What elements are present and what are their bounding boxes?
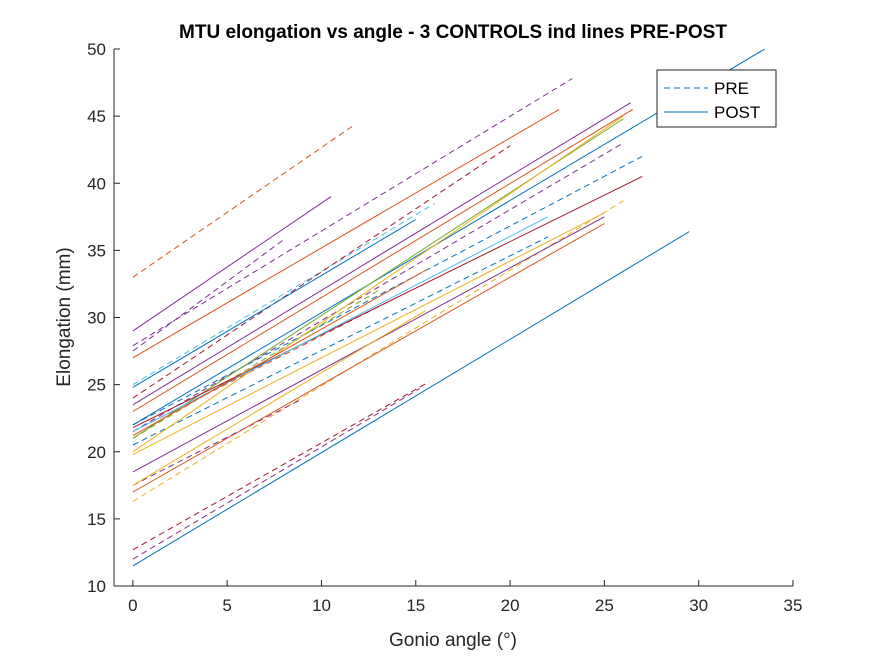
y-tick-label: 15 [87, 510, 106, 529]
x-tick-label: 30 [689, 596, 708, 615]
y-tick-label: 20 [87, 443, 106, 462]
y-tick-label: 10 [87, 577, 106, 596]
series-line-dashed-12 [132, 381, 430, 551]
series-line-dashed-1 [132, 78, 573, 347]
series-line-dashed-3 [132, 202, 435, 386]
x-tick-label: 5 [222, 596, 231, 615]
x-tick-label: 10 [312, 596, 331, 615]
y-tick-label: 25 [87, 376, 106, 395]
series-line-solid-29 [132, 231, 690, 567]
legend-label-post: POST [714, 103, 760, 122]
y-tick-label: 35 [87, 241, 106, 260]
series-line-dashed-11 [132, 400, 300, 486]
series-line-dashed-2 [132, 239, 285, 352]
series-line-dashed-0 [132, 125, 354, 278]
series-line-dashed-7 [132, 290, 379, 439]
chart-title: MTU elongation vs angle - 3 CONTROLS ind… [179, 22, 727, 43]
series-line-solid-19 [132, 108, 633, 412]
series-line-solid-16 [132, 102, 632, 406]
series-line-solid-27 [132, 223, 605, 493]
x-tick-label: 15 [406, 596, 425, 615]
x-axis-label: Gonio angle (°) [389, 630, 517, 651]
series-line-solid-24 [132, 270, 426, 437]
y-ticks: 10 15 20 25 30 35 40 45 50 [87, 40, 120, 596]
legend-label-pre: PRE [714, 79, 749, 98]
x-tick-label: 35 [784, 596, 803, 615]
plot-area [114, 49, 793, 586]
x-ticks: 0 5 10 15 20 25 30 35 [128, 580, 802, 615]
series-line-dashed-6 [132, 142, 624, 433]
legend: PRE POST [656, 69, 777, 128]
y-tick-label: 50 [87, 40, 106, 59]
y-tick-label: 40 [87, 174, 106, 193]
series-line-solid-15 [132, 108, 560, 359]
y-axis-label: Elongation (mm) [54, 247, 75, 386]
series-line-dashed-10 [132, 200, 624, 502]
series-line-dashed-5 [132, 155, 643, 426]
series-line-dashed-13 [132, 388, 420, 560]
series-line-solid-22 [132, 176, 643, 429]
y-tick-label: 30 [87, 309, 106, 328]
series-line-dashed-4 [132, 145, 511, 399]
series-line-solid-23 [132, 216, 549, 433]
x-tick-label: 20 [501, 596, 520, 615]
series-line-solid-25 [132, 212, 605, 455]
y-tick-label: 45 [87, 107, 106, 126]
x-tick-label: 0 [128, 596, 137, 615]
series-line-solid-17 [132, 219, 417, 388]
x-tick-label: 25 [595, 596, 614, 615]
series-line-solid-14 [132, 196, 332, 332]
series-layer [132, 48, 765, 567]
series-line-solid-21 [132, 115, 624, 453]
legend-box [656, 69, 777, 128]
series-line-dashed-8 [132, 236, 549, 446]
series-line-solid-28 [132, 310, 426, 486]
